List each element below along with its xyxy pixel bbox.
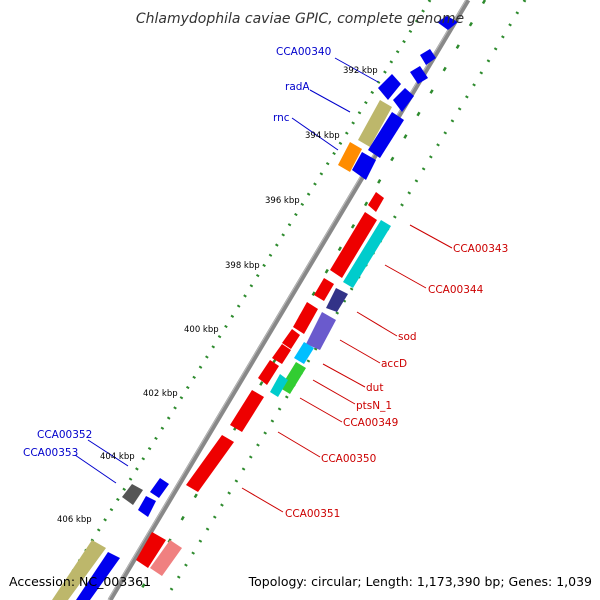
tick-label-404: 404 kbp <box>100 452 135 462</box>
gene-block[interactable] <box>293 302 318 334</box>
gene-label-radA[interactable]: radA <box>285 81 310 93</box>
gene-label-CCA00343[interactable]: CCA00343 <box>453 243 508 255</box>
gene-label-CCA00351[interactable]: CCA00351 <box>285 508 340 520</box>
tick-label-392: 392 kbp <box>343 66 378 76</box>
gene-block[interactable] <box>52 540 106 600</box>
gene-CCA00353[interactable] <box>138 496 156 517</box>
gene-block[interactable] <box>282 329 300 349</box>
gene-block[interactable] <box>76 552 120 600</box>
gene-label-CCA00352[interactable]: CCA00352 <box>37 429 92 441</box>
gene-accD[interactable] <box>306 312 336 350</box>
tick-label-396: 396 kbp <box>265 196 300 206</box>
gene-label-CCA00350[interactable]: CCA00350 <box>321 453 376 465</box>
outer-dot-line <box>53 0 432 600</box>
accession-text: Accession: NC_003361 <box>9 574 151 589</box>
gene-dut[interactable] <box>294 342 314 364</box>
gene-label-CCA00344[interactable]: CCA00344 <box>428 284 484 296</box>
gene-block[interactable] <box>420 49 436 65</box>
tick-dot-lines <box>53 0 527 600</box>
reverse-genes <box>136 192 391 576</box>
gene-block[interactable] <box>314 278 334 301</box>
gene-block[interactable] <box>352 152 376 180</box>
reverse-gene-labels: CCA00343 CCA00344 sod accD dut ptsN_1 CC… <box>285 243 508 520</box>
gene-block[interactable] <box>258 360 279 385</box>
gene-block[interactable] <box>136 532 166 568</box>
gene-block[interactable] <box>368 112 404 158</box>
gene-block[interactable] <box>150 478 169 498</box>
gene-CCA00351[interactable] <box>186 435 234 492</box>
gene-label-accD[interactable]: accD <box>381 358 407 370</box>
tick-label-402: 402 kbp <box>143 389 178 399</box>
gene-CCA00343-body[interactable] <box>330 212 377 278</box>
forward-genes <box>52 16 458 600</box>
gene-label-ptsN_1[interactable]: ptsN_1 <box>356 400 392 412</box>
leader-lines <box>74 57 453 513</box>
tick-labels: 392 kbp 394 kbp 396 kbp 398 kbp 400 kbp … <box>57 66 378 525</box>
summary-text: Topology: circular; Length: 1,173,390 bp… <box>248 574 592 589</box>
inner-dot-line <box>163 0 527 600</box>
gene-block[interactable] <box>378 74 401 100</box>
gene-block[interactable] <box>272 344 291 364</box>
gene-label-rnc[interactable]: rnc <box>273 112 290 124</box>
gene-label-sod[interactable]: sod <box>398 331 417 343</box>
gene-label-CCA00349[interactable]: CCA00349 <box>343 417 398 429</box>
gene-label-CCA00353[interactable]: CCA00353 <box>23 447 78 459</box>
forward-gene-labels: CCA00340 radA rnc CCA00352 CCA00353 <box>23 46 331 459</box>
gene-CCA00343[interactable] <box>368 192 384 212</box>
tick-label-400: 400 kbp <box>184 325 219 335</box>
map-title: Chlamydophila caviae GPIC, complete geno… <box>136 11 464 27</box>
gene-radA[interactable] <box>358 100 392 147</box>
gene-label-dut[interactable]: dut <box>366 382 383 394</box>
gene-block[interactable] <box>437 16 458 30</box>
gene-ptsN_1[interactable] <box>280 362 306 394</box>
gene-block[interactable] <box>150 540 182 576</box>
gene-rnc[interactable] <box>338 142 362 172</box>
gene-CCA00349[interactable] <box>270 374 288 397</box>
gene-block[interactable] <box>410 66 428 84</box>
tick-label-406: 406 kbp <box>57 515 92 525</box>
gene-label-CCA00340[interactable]: CCA00340 <box>276 46 331 58</box>
tick-label-394: 394 kbp <box>305 131 340 141</box>
tick-label-398: 398 kbp <box>225 261 260 271</box>
gene-CCA00350[interactable] <box>230 390 264 432</box>
gene-sod[interactable] <box>326 288 348 312</box>
gene-CCA00352[interactable] <box>122 484 143 505</box>
gene-block[interactable] <box>393 88 414 112</box>
gene-CCA00344[interactable] <box>343 220 391 288</box>
